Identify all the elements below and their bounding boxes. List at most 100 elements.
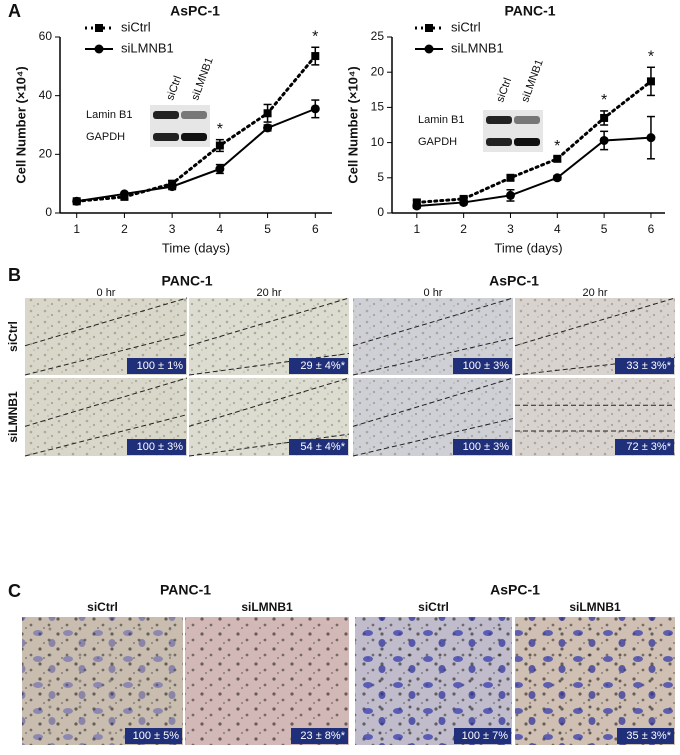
panel-label: C — [8, 581, 21, 601]
wound-edge — [24, 377, 188, 427]
blot-band — [181, 111, 207, 119]
value-badge — [127, 439, 186, 455]
blot-row-label: Lamin B1 — [86, 109, 132, 121]
row-label: siLMNB1 — [6, 391, 20, 443]
wound-edge — [352, 297, 514, 347]
row-label: siCtrl — [6, 321, 20, 352]
x-tick-label: 2 — [460, 222, 467, 236]
x-tick-label: 2 — [121, 222, 128, 236]
value-label: 100 ± 1% — [137, 360, 184, 372]
condition-label: siCtrl — [418, 600, 449, 614]
value-label: 29 ± 4%* — [300, 360, 345, 372]
value-badge — [289, 439, 348, 455]
value-label: 100 ± 3% — [463, 441, 510, 453]
y-axis-label: Cell Number (×10⁴) — [13, 66, 28, 183]
legend-marker — [424, 44, 434, 54]
marker — [506, 173, 515, 182]
wound-edge — [514, 297, 676, 347]
legend-label: siCtrl — [451, 19, 481, 34]
value-badge — [291, 728, 348, 744]
value-badge — [454, 728, 511, 744]
marker — [215, 164, 225, 174]
legend-label: siCtrl — [121, 19, 151, 34]
x-axis-label: Time (days) — [494, 240, 562, 255]
x-tick-label: 6 — [312, 222, 319, 236]
x-tick-label: 1 — [73, 222, 80, 236]
value-label: 54 ± 4%* — [300, 441, 345, 453]
stained-cells — [22, 617, 183, 745]
legend-marker — [94, 44, 104, 54]
marker — [263, 109, 272, 118]
legend-marker — [95, 24, 103, 32]
marker — [167, 182, 177, 192]
wound-edge — [188, 352, 350, 376]
time-label: 0 hr — [424, 287, 443, 299]
cell-line-title: PANC-1 — [161, 273, 212, 289]
condition-label: siLMNB1 — [569, 600, 621, 614]
series-line — [415, 79, 653, 204]
y-tick-label: 0 — [45, 205, 52, 219]
pore-texture — [185, 617, 349, 745]
y-tick-label: 5 — [377, 170, 384, 184]
panel-label: A — [8, 1, 21, 21]
value-badge — [289, 358, 348, 374]
marker — [553, 154, 562, 163]
wound-edge — [24, 333, 188, 376]
series-line — [75, 107, 317, 203]
x-tick-label: 5 — [601, 222, 608, 236]
value-badge — [125, 728, 182, 744]
marker — [599, 135, 609, 145]
blot-band — [514, 138, 540, 146]
significance-star: * — [217, 121, 223, 138]
marker — [412, 201, 422, 211]
wound-edge — [24, 414, 188, 457]
wound-edge — [188, 297, 350, 347]
value-label: 33 ± 3%* — [626, 360, 671, 372]
value-label: 72 ± 3%* — [626, 441, 671, 453]
condition-label: siLMNB1 — [241, 600, 293, 614]
cell-line-title: PANC-1 — [160, 582, 211, 598]
marker — [119, 189, 129, 199]
value-label: 100 ± 5% — [133, 730, 180, 742]
y-tick-label: 40 — [39, 88, 53, 102]
cell-line-title: AsPC-1 — [489, 273, 539, 289]
x-tick-label: 3 — [507, 222, 514, 236]
panel-label: B — [8, 265, 21, 285]
marker — [459, 197, 469, 207]
blot-row-label: GAPDH — [418, 136, 457, 148]
time-label: 0 hr — [97, 287, 116, 299]
blot-lane-label: siCtrl — [494, 76, 514, 104]
value-label: 23 ± 8%* — [300, 730, 345, 742]
blot-row-label: Lamin B1 — [418, 114, 464, 126]
value-label: 100 ± 3% — [463, 360, 510, 372]
time-label: 20 hr — [582, 287, 607, 299]
wound-edge — [352, 418, 514, 457]
value-badge — [127, 358, 186, 374]
marker — [552, 173, 562, 183]
x-tick-label: 6 — [648, 222, 655, 236]
wound-edge — [188, 433, 350, 457]
blot-band — [486, 138, 512, 146]
value-label: 35 ± 3%* — [626, 730, 671, 742]
marker — [505, 190, 515, 200]
value-badge — [453, 358, 512, 374]
wound-edge — [188, 377, 350, 427]
stained-cells — [515, 617, 675, 745]
marker — [215, 141, 224, 150]
x-tick-label: 3 — [169, 222, 176, 236]
blot-lane-label: siCtrl — [164, 74, 184, 102]
marker — [72, 196, 82, 206]
marker — [310, 104, 320, 114]
wound-edge — [24, 297, 188, 347]
significance-star: * — [312, 28, 318, 45]
blot-band — [153, 133, 179, 141]
y-axis-label: Cell Number (×10⁴) — [345, 66, 360, 183]
marker — [646, 133, 656, 143]
blot-band — [514, 116, 540, 124]
chart-title: PANC-1 — [504, 3, 555, 19]
x-tick-label: 5 — [264, 222, 271, 236]
chart-title: AsPC-1 — [170, 3, 220, 19]
x-tick-label: 4 — [554, 222, 561, 236]
blot-lane-label: siLMNB1 — [189, 56, 216, 102]
marker — [600, 113, 609, 122]
